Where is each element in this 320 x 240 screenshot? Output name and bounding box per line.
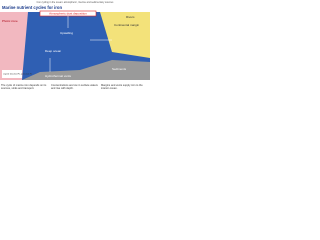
page: Iron cycling in the ocean: atmospheric, … [0,0,150,115]
caption: The cycle of marine iron depends on its … [1,84,47,91]
label: Photic zone [2,19,18,23]
label: Upwelling [60,31,73,35]
sea-floor [22,60,150,80]
legend-box [2,70,22,78]
diagram: Iron cycling in the ocean: atmospheric, … [0,1,150,80]
label: Sediments [112,67,127,71]
header: Iron cycling in the ocean: atmospheric, … [37,1,114,4]
title: Marine nutrient cycles for iron [2,5,62,10]
label: Hydrothermal vents [45,74,72,78]
caption: Margins and vents supply iron to the int… [101,84,143,91]
label: Deep ocean [45,49,62,53]
label: Rivers [126,15,135,19]
caption: Concentrations are low in surface waters… [51,84,98,91]
photic-zone [0,12,28,80]
continental-margin [100,12,150,58]
legend: Legend: dissolved Fe, particulate Fe [3,73,32,76]
label: Atmospheric dust deposition [49,12,87,16]
label: Continental margin [114,23,140,27]
